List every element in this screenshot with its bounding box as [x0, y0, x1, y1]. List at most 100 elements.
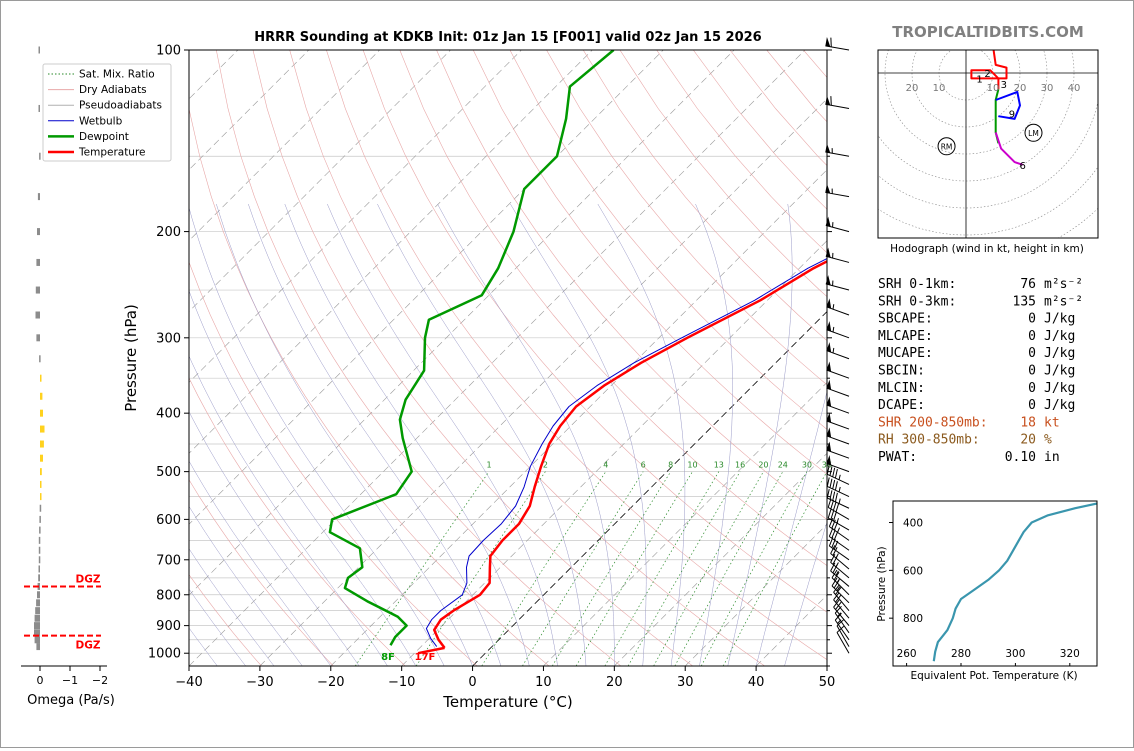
hodograph-height-label: 6 — [1020, 161, 1026, 172]
legend-entry-label: Dewpoint — [79, 131, 129, 143]
parameter-label: PWAT: — [878, 450, 917, 465]
mixing-ratio-label: 6 — [641, 461, 646, 470]
isotherm-line — [827, 50, 1133, 666]
omega-bar — [40, 393, 42, 400]
theta-e-x-tick-label: 280 — [951, 648, 971, 660]
dgz-label: DGZ — [76, 573, 101, 585]
hodograph-ring-label: 20 — [906, 83, 919, 94]
omega-bar — [36, 259, 40, 266]
mixing-ratio-line — [522, 472, 643, 666]
mixing-ratio-label: 1 — [486, 461, 491, 470]
x-tick-label: 0 — [468, 675, 476, 690]
wind-barb — [826, 342, 849, 359]
theta-e-y-tick-label: 800 — [903, 613, 923, 625]
wetbulb-line — [426, 50, 1133, 647]
omega-bar — [37, 228, 40, 235]
hodograph-ring-label: 10 — [933, 83, 946, 94]
omega-tick-label: −1 — [62, 674, 78, 687]
barb-staff — [825, 152, 849, 156]
omega-bar — [40, 426, 45, 433]
barb-half — [839, 487, 840, 492]
wind-barb — [826, 275, 849, 290]
omega-bar — [39, 355, 41, 362]
parameter-unit: J/kg — [1044, 329, 1075, 344]
legend-entry-label: Pseudoadiabats — [79, 100, 162, 112]
pseudoadiabat-line — [248, 204, 501, 666]
parameter-label: SRH 0-1km: — [878, 277, 956, 292]
pseudoadiabat-line — [696, 204, 733, 666]
omega-bar — [37, 591, 40, 598]
wind-barb — [825, 143, 849, 156]
legend-entry-label: Temperature — [78, 147, 146, 159]
parameter-value: 20 — [1020, 433, 1036, 448]
omega-bar — [36, 287, 40, 294]
mixing-ratio-label: 4 — [603, 461, 608, 470]
hodograph-ring-label: 40 — [1068, 83, 1081, 94]
omega-x-axis-label: Omega (Pa/s) — [27, 693, 115, 708]
pseudoadiabat-line — [39, 204, 246, 666]
wind-barb — [826, 321, 849, 338]
parameter-unit: J/kg — [1044, 381, 1075, 396]
mixing-ratio-line — [723, 472, 827, 666]
barb-full — [830, 479, 832, 488]
x-tick-label: −40 — [175, 675, 202, 690]
theta-e-frame — [893, 501, 1097, 666]
mixing-ratio-line — [416, 472, 545, 666]
mixing-ratio-line — [482, 472, 606, 666]
theta-e-y-tick-label: 400 — [903, 518, 923, 530]
barb-full — [835, 493, 837, 502]
x-tick-label: 20 — [606, 675, 623, 690]
parameter-unit: m²s⁻² — [1044, 294, 1083, 309]
parameter-unit: in — [1044, 450, 1060, 465]
barb-staff — [825, 46, 849, 50]
pseudoadiabat-line — [117, 204, 359, 666]
parameter-value: 0 — [1028, 312, 1036, 327]
wind-barb — [826, 442, 849, 459]
wind-barb — [826, 397, 849, 414]
mixing-ratio-line — [576, 472, 692, 666]
parameter-unit: % — [1044, 433, 1052, 448]
omega-tick-label: 0 — [37, 674, 44, 687]
wind-barb — [826, 248, 849, 263]
barb-full — [830, 490, 832, 499]
omega-bar — [39, 556, 41, 563]
x-tick-label: 10 — [535, 675, 552, 690]
omega-bar — [40, 505, 42, 512]
y-tick-label: 200 — [156, 225, 181, 240]
y-tick-label: 500 — [156, 465, 181, 480]
mixing-ratio-label: 2 — [543, 461, 548, 470]
parameter-label: MLCIN: — [878, 381, 925, 396]
omega-bar — [38, 574, 40, 581]
barb-full — [832, 530, 836, 539]
parameter-unit: J/kg — [1044, 364, 1075, 379]
theta-e-y-tick-label: 600 — [903, 565, 923, 577]
hodograph-height-label: 9 — [1009, 110, 1015, 121]
parameter-row: RH 300-850mb:20% — [878, 433, 1052, 448]
barb-full — [833, 492, 835, 501]
parameter-value: 0 — [1028, 398, 1036, 413]
mixing-ratio-label: 10 — [687, 461, 697, 470]
hodograph-ring-label: 30 — [1041, 83, 1054, 94]
dry-adiabat-line — [180, 50, 549, 666]
mixing-ratio-label: 13 — [714, 461, 724, 470]
dry-adiabat-line — [326, 50, 836, 666]
barb-half — [839, 499, 840, 504]
barb-staff — [825, 104, 849, 108]
wind-barb — [826, 217, 849, 232]
barb-pennant — [825, 95, 830, 105]
hodograph-height-label: 2 — [984, 69, 990, 80]
pseudoadiabat-line — [216, 204, 472, 666]
theta-e-y-axis-label: Pressure (hPa) — [876, 546, 888, 621]
mixing-ratio-line — [701, 472, 807, 666]
omega-bar — [39, 105, 41, 112]
wind-barb — [825, 184, 849, 197]
